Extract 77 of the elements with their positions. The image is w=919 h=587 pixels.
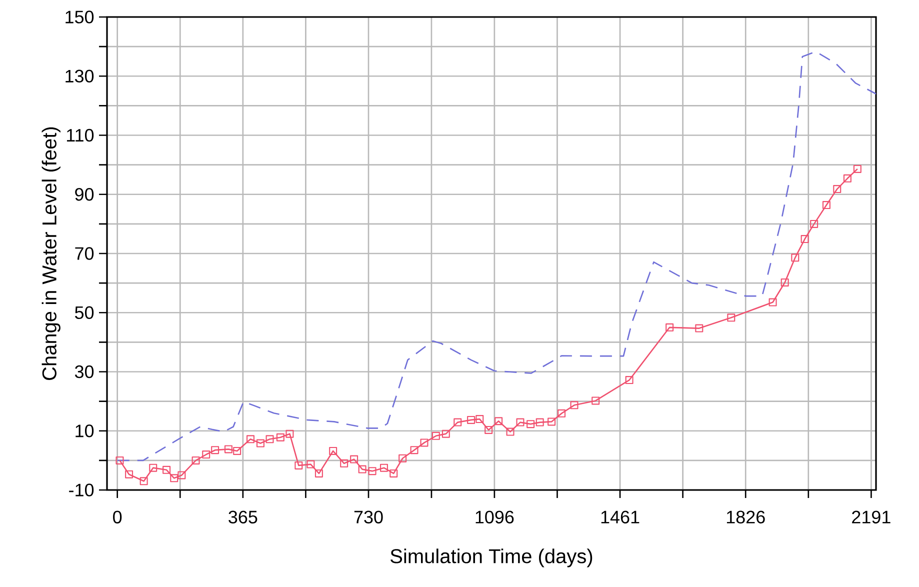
point [170, 474, 178, 482]
point [570, 401, 578, 410]
point [390, 469, 398, 478]
point [256, 439, 264, 448]
point [314, 469, 323, 478]
point [727, 314, 736, 322]
line-series [116, 50, 876, 462]
point [526, 420, 535, 428]
point [178, 471, 186, 480]
y-tick-label: 130 [66, 70, 94, 82]
point [822, 201, 830, 210]
point [810, 220, 818, 228]
point [843, 174, 852, 182]
point [211, 446, 220, 454]
point [140, 477, 148, 486]
x-axis-title: Simulation Time (days) [390, 548, 592, 568]
point [294, 461, 303, 470]
point [442, 430, 450, 438]
point [432, 432, 440, 440]
x-tick-label: 2191 [852, 510, 890, 524]
point [800, 235, 809, 244]
point [833, 185, 842, 194]
point [666, 323, 674, 332]
point [625, 376, 634, 384]
point [246, 435, 254, 444]
point [516, 418, 524, 426]
point [276, 433, 284, 442]
point [780, 278, 789, 286]
point [484, 426, 493, 434]
point [224, 445, 232, 454]
point [125, 470, 134, 478]
point [536, 418, 544, 426]
y-axis-title: Change in Water Level (feet) [42, 127, 60, 380]
point [467, 416, 476, 424]
point [368, 467, 376, 476]
point [791, 254, 800, 262]
y-tick-label: 110 [66, 128, 94, 142]
point [350, 455, 358, 464]
y-tick-label: 70 [75, 247, 94, 260]
point [192, 456, 200, 464]
point [306, 460, 315, 468]
point [506, 428, 514, 436]
x-tick-label: 365 [228, 510, 258, 524]
point [329, 446, 338, 455]
x-tick-label: 0 [113, 510, 122, 524]
point [286, 430, 294, 438]
point [380, 464, 388, 472]
point [476, 415, 484, 424]
point [420, 438, 428, 447]
point [149, 464, 158, 472]
point [162, 466, 171, 474]
y-tick-label: 150 [66, 10, 94, 24]
point [548, 418, 556, 426]
y-tick-label: -10 [69, 484, 94, 496]
point [592, 396, 600, 405]
point [695, 324, 704, 332]
point [358, 465, 366, 474]
x-tick-label: 1461 [601, 510, 640, 524]
point [410, 446, 418, 454]
y-tick-label: 90 [75, 188, 94, 201]
point [558, 409, 566, 418]
point [202, 450, 210, 459]
point [494, 417, 503, 426]
y-tick-label: 10 [76, 424, 94, 438]
y-tick-label: 30 [74, 365, 94, 378]
point [116, 456, 124, 464]
point [853, 164, 862, 173]
point [233, 446, 242, 455]
point [266, 435, 274, 444]
point [454, 418, 462, 426]
x-tick-label: 1096 [476, 510, 514, 524]
point [398, 454, 407, 462]
y-tick-label: 50 [74, 306, 94, 319]
point [340, 459, 348, 468]
x-tick-label: 1826 [726, 510, 765, 524]
x-tick-label: 730 [354, 510, 383, 524]
point [768, 298, 777, 306]
